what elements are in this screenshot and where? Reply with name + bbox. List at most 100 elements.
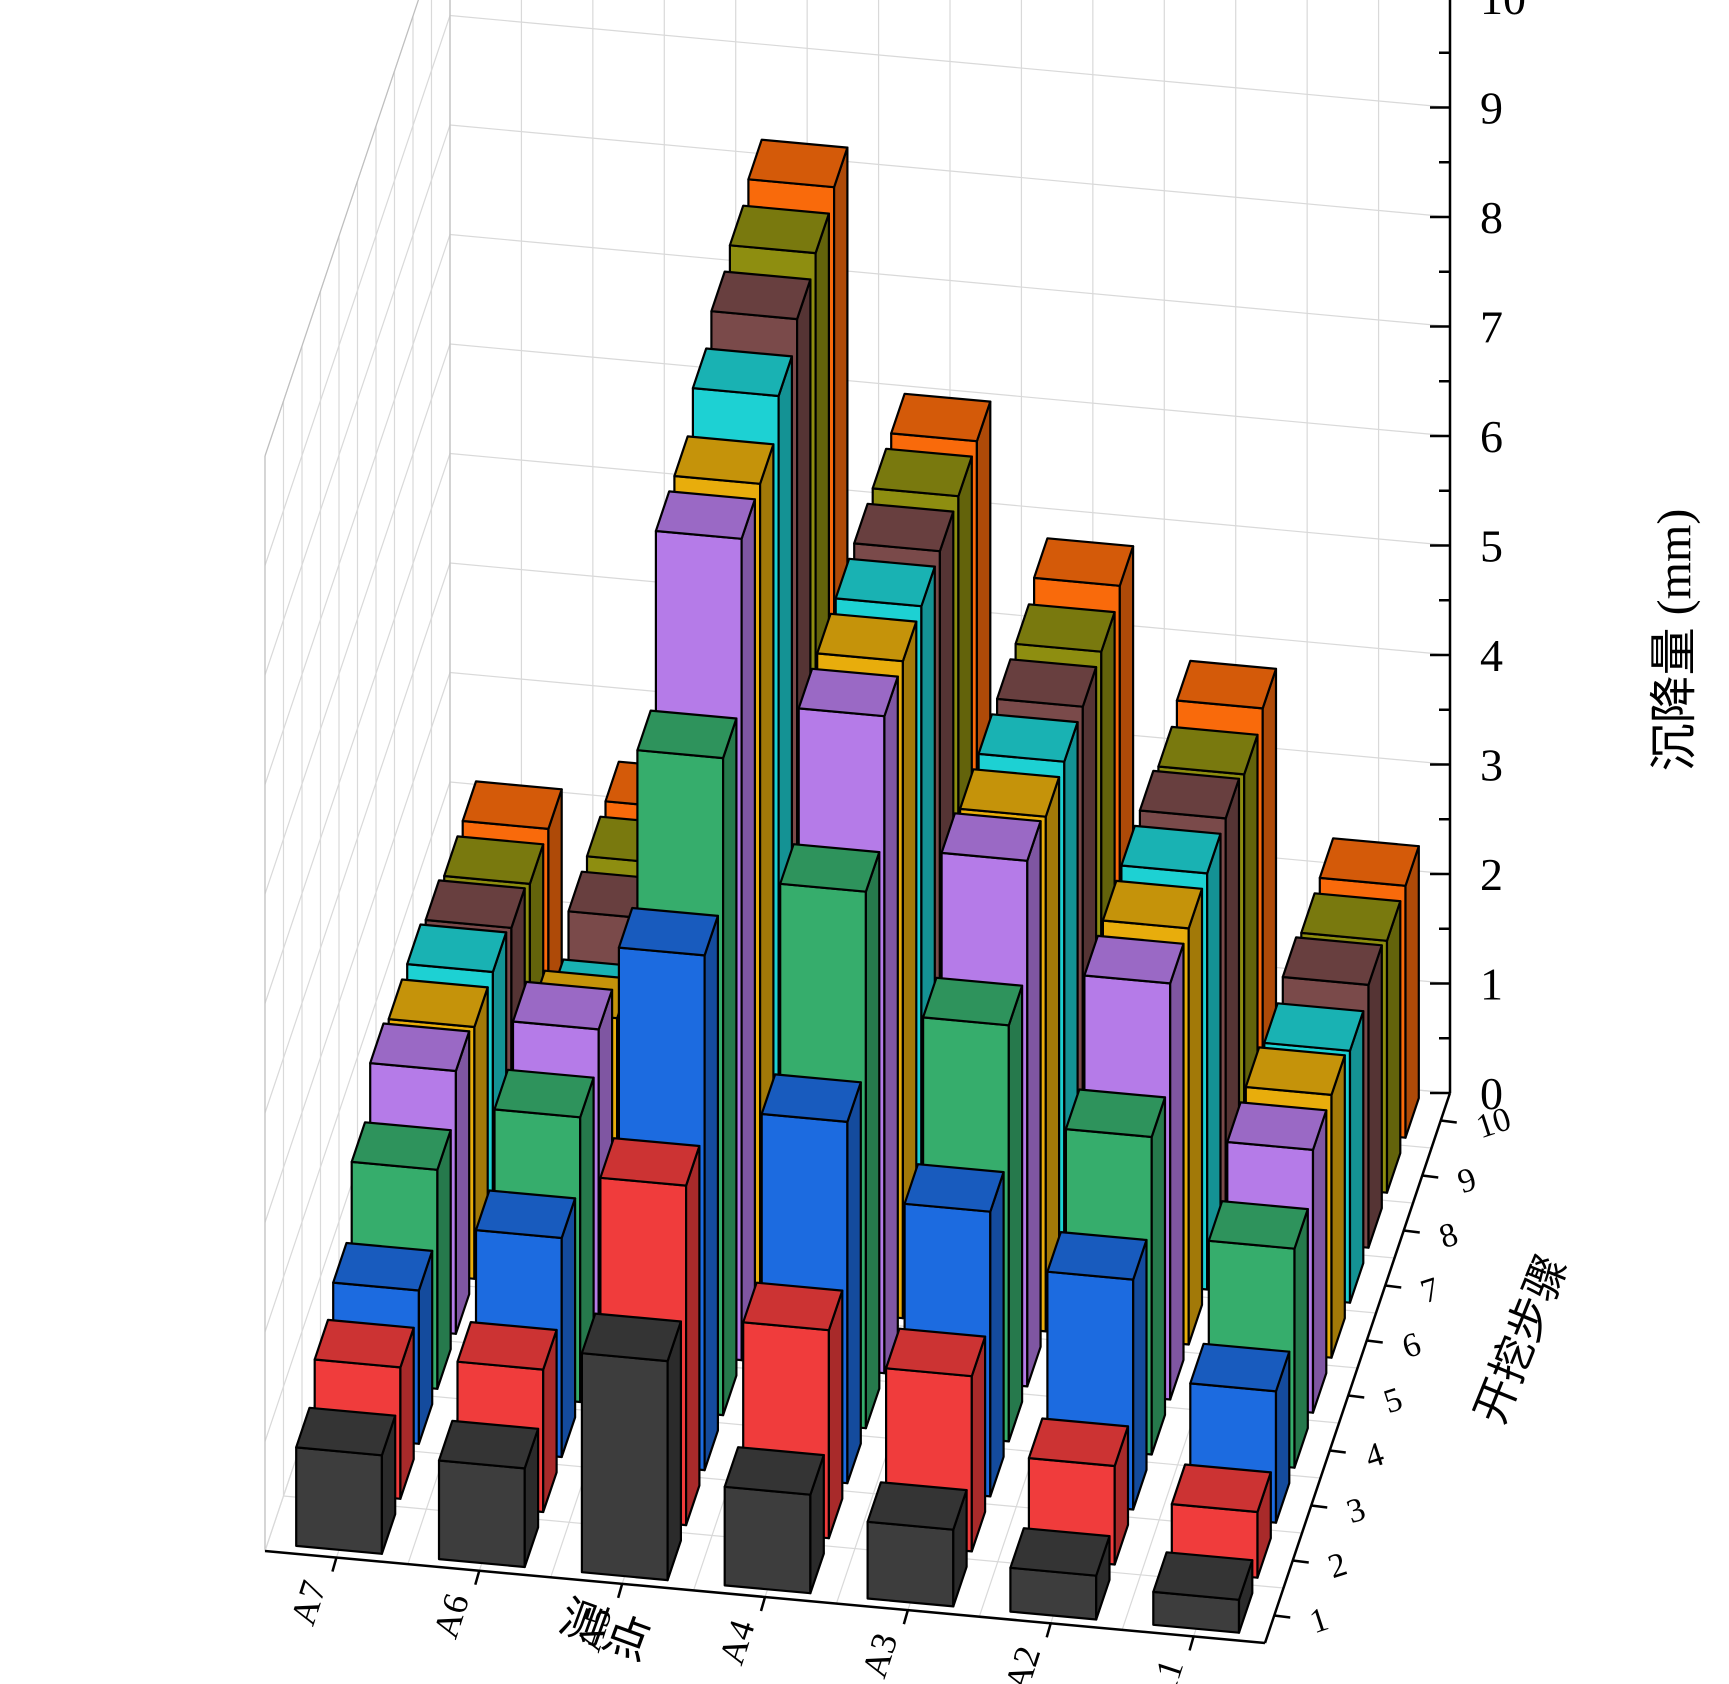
bar-top-face xyxy=(816,612,918,663)
z-tick-label: 1 xyxy=(1480,959,1503,1010)
bar-side-face xyxy=(666,1320,683,1582)
bar-top-face xyxy=(884,1327,987,1378)
bar-top-face xyxy=(1207,1200,1309,1250)
bar-top-face xyxy=(1300,892,1402,942)
bar-side-face xyxy=(560,1197,577,1459)
bar-top-face xyxy=(977,713,1079,763)
y-tick-label: 4 xyxy=(1361,1436,1389,1476)
bars xyxy=(295,138,1420,1634)
x-tick xyxy=(1188,1636,1195,1651)
bar-top-face xyxy=(1009,1527,1111,1577)
bar-side-face xyxy=(1330,1054,1346,1359)
z-tick-label: 4 xyxy=(1480,630,1503,681)
bar-side-face xyxy=(1348,1010,1365,1304)
bar-top-face xyxy=(493,1068,595,1119)
x-tick xyxy=(474,1570,481,1586)
bar-top-face xyxy=(437,1419,540,1470)
y-tick-label: 3 xyxy=(1342,1491,1370,1531)
bar-side-face xyxy=(684,1144,701,1527)
y-tick xyxy=(1403,1229,1420,1234)
x-tick-label: A7 xyxy=(282,1576,334,1630)
bar-top-face xyxy=(1027,1417,1130,1468)
bar-side-face xyxy=(1367,944,1383,1249)
bar-side-face xyxy=(989,1170,1005,1498)
bar-top-face xyxy=(903,1163,1005,1213)
x-tick-label: A1 xyxy=(1140,1655,1192,1684)
bar-side-face xyxy=(740,498,757,1362)
bar-side-face xyxy=(1187,887,1204,1346)
bar-top-face xyxy=(1281,936,1383,987)
bar-top-face xyxy=(958,768,1061,818)
z-tick-label: 6 xyxy=(1480,411,1503,462)
bar-side-face xyxy=(1026,820,1042,1388)
bar-side-face xyxy=(436,1129,452,1390)
bar-top-face xyxy=(295,1406,397,1457)
bar-side-face xyxy=(1311,1109,1328,1414)
z-tick-label: 10 xyxy=(1480,0,1526,24)
x-tick xyxy=(331,1557,338,1572)
bar-top-face xyxy=(332,1241,434,1292)
z-tick-label: 9 xyxy=(1480,83,1503,134)
bar-top-face xyxy=(456,1320,558,1371)
bar-top-face xyxy=(747,138,849,189)
z-axis-title: 沉降量 (mm) xyxy=(1648,509,1701,772)
bar-A5-step-1 xyxy=(580,1312,683,1582)
bar-top-face xyxy=(511,980,614,1031)
bar-top-face xyxy=(1120,824,1222,875)
bar-top-face xyxy=(760,1073,862,1124)
bar-top-face xyxy=(673,435,775,485)
x-tick xyxy=(902,1609,910,1625)
bar-top-face xyxy=(1101,879,1204,930)
x-tick-label: A3 xyxy=(854,1628,906,1682)
bar-top-face xyxy=(1014,603,1116,653)
y-tick xyxy=(1385,1284,1402,1289)
bar-side-face xyxy=(827,1289,844,1540)
bar-front-face xyxy=(580,1352,669,1582)
bar-top-face xyxy=(1226,1101,1328,1152)
x-axis-title: 测点 xyxy=(553,1591,657,1670)
bar-front-face xyxy=(866,1520,955,1608)
y-tick xyxy=(1422,1174,1439,1179)
y-tick-label: 1 xyxy=(1305,1601,1333,1641)
z-tick-label: 3 xyxy=(1480,740,1503,791)
bar-A7-step-1 xyxy=(295,1406,397,1555)
bar-top-face xyxy=(1046,1230,1148,1281)
bar-top-face xyxy=(461,780,563,831)
bar-top-face xyxy=(406,923,508,974)
bar-top-face xyxy=(834,557,936,608)
bar-top-face xyxy=(921,976,1024,1027)
y-tick xyxy=(1311,1504,1328,1509)
bar-front-face xyxy=(437,1459,526,1569)
x-tick-label: A2 xyxy=(997,1641,1049,1684)
bar-top-face xyxy=(1032,537,1135,587)
bar-top-face xyxy=(1157,725,1259,776)
y-tick xyxy=(1348,1394,1365,1399)
y-tick-label: 2 xyxy=(1324,1546,1352,1586)
y-tick-label: 6 xyxy=(1398,1326,1426,1366)
bar-top-face xyxy=(1189,1342,1291,1393)
z-tick-label: 8 xyxy=(1480,192,1503,243)
x-tick-label: A6 xyxy=(425,1589,477,1643)
bar-top-face xyxy=(797,667,899,718)
bar-side-face xyxy=(703,914,720,1472)
bar-side-face xyxy=(1007,984,1024,1443)
bar-top-face xyxy=(1318,837,1420,887)
z-tick-label: 0 xyxy=(1480,1068,1503,1119)
bar-top-face xyxy=(636,709,738,760)
bar-top-face xyxy=(654,490,757,540)
bar-side-face xyxy=(721,717,738,1417)
bar-side-face xyxy=(454,1030,471,1335)
bar-top-face xyxy=(1064,1088,1167,1139)
y-tick xyxy=(1292,1559,1309,1564)
bar-top-face xyxy=(742,1281,844,1332)
bar-top-face xyxy=(723,1446,825,1496)
bar-top-face xyxy=(853,502,955,553)
y-axis-line xyxy=(1263,1092,1452,1644)
x-tick xyxy=(759,1596,767,1612)
bar-top-face xyxy=(779,843,881,893)
y-tick-label: 9 xyxy=(1453,1161,1481,1201)
bar-top-face xyxy=(691,347,794,398)
bar-top-face xyxy=(1170,1463,1272,1514)
bar-A1-step-1 xyxy=(1152,1551,1254,1634)
